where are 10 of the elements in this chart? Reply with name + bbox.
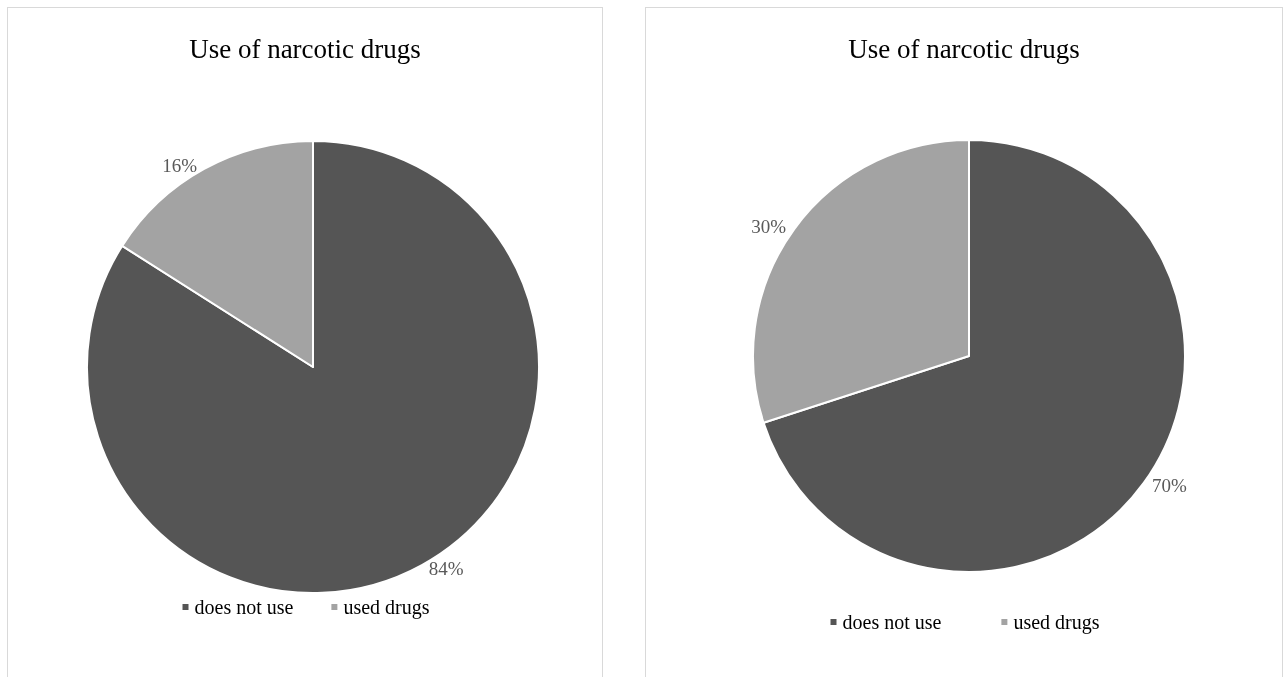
legend-label: does not use	[842, 611, 942, 633]
chart-title: Use of narcotic drugs	[189, 33, 421, 64]
data-label: 16%	[162, 154, 198, 176]
legend-label: does not use	[194, 596, 294, 618]
legend-label: used drugs	[1013, 611, 1100, 634]
data-label: 70%	[1151, 474, 1187, 496]
chart-title: Use of narcotic drugs	[848, 33, 1080, 64]
data-label: 30%	[751, 216, 787, 238]
data-label: 84%	[428, 558, 464, 580]
legend-label: used drugs	[343, 596, 430, 619]
